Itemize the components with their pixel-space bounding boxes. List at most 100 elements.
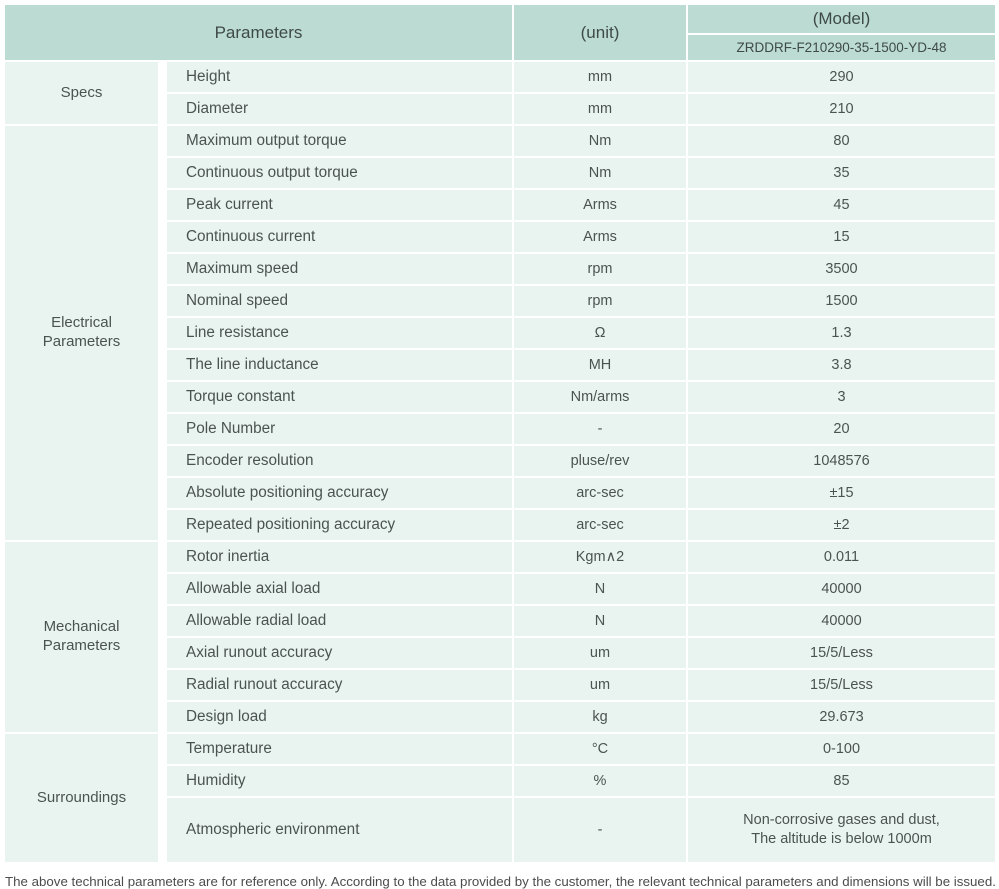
unit-cell: mm bbox=[513, 61, 687, 93]
unit-header: (unit) bbox=[513, 4, 687, 61]
unit-cell: MH bbox=[513, 349, 687, 381]
value-cell: 29.673 bbox=[687, 701, 996, 733]
table-row: Allowable axial load N 40000 bbox=[4, 573, 996, 605]
value-cell: 1048576 bbox=[687, 445, 996, 477]
unit-cell: rpm bbox=[513, 285, 687, 317]
table-row: Line resistance Ω 1.3 bbox=[4, 317, 996, 349]
table-row: Electrical Parameters Maximum output torq… bbox=[4, 125, 996, 541]
param-cell: Diameter bbox=[166, 93, 513, 125]
param-cell: Radial runout accuracy bbox=[166, 669, 513, 701]
param-cell: Axial runout accuracy bbox=[166, 637, 513, 669]
value-cell: 0-100 bbox=[687, 733, 996, 765]
table-body: Specs Height mm 290 Diameter mm 210 Electrical … bbox=[4, 61, 996, 863]
unit-cell: °C bbox=[513, 733, 687, 765]
value-cell: 3 bbox=[687, 381, 996, 413]
unit-cell: N bbox=[513, 605, 687, 637]
param-cell: Peak current bbox=[166, 189, 513, 221]
value-cell: Non-corrosive gases and dust, The altitu… bbox=[687, 797, 996, 863]
unit-cell: N bbox=[513, 573, 687, 605]
param-cell: Humidity bbox=[166, 765, 513, 797]
value-cell: 15 bbox=[687, 221, 996, 253]
param-cell: Encoder resolution bbox=[166, 445, 513, 477]
table-row: Diameter mm 210 bbox=[4, 93, 996, 125]
parameters-header: Parameters bbox=[4, 4, 513, 61]
table-row: Peak current Arms 45 bbox=[4, 189, 996, 221]
table-row: Continuous output torque Nm 35 bbox=[4, 157, 996, 189]
table-row: Allowable radial load N 40000 bbox=[4, 605, 996, 637]
unit-cell: % bbox=[513, 765, 687, 797]
unit-cell: pluse/rev bbox=[513, 445, 687, 477]
value-cell: 15/5/Less bbox=[687, 669, 996, 701]
table-row: Pole Number -20 bbox=[4, 413, 996, 445]
value-cell: 15/5/Less bbox=[687, 637, 996, 669]
group-label: Surroundings bbox=[4, 733, 166, 863]
table-row: Surroundings Temperature °C 0-100 bbox=[4, 733, 996, 863]
table-row: Humidity% 85 bbox=[4, 765, 996, 797]
value-cell: 20 bbox=[687, 413, 996, 445]
unit-cell: Ω bbox=[513, 317, 687, 349]
param-cell: Atmospheric environment bbox=[166, 797, 513, 863]
unit-cell: um bbox=[513, 669, 687, 701]
param-cell: Torque constant bbox=[166, 381, 513, 413]
unit-cell: rpm bbox=[513, 253, 687, 285]
param-cell: Allowable radial load bbox=[166, 605, 513, 637]
unit-cell: arc-sec bbox=[513, 477, 687, 509]
value-cell: 45 bbox=[687, 189, 996, 221]
unit-cell: Nm bbox=[513, 125, 687, 157]
value-cell: 3.8 bbox=[687, 349, 996, 381]
param-cell: Temperature bbox=[166, 733, 513, 765]
unit-cell: - bbox=[513, 797, 687, 863]
table-row: Specs Height mm 290 bbox=[4, 61, 996, 125]
param-cell: Height bbox=[166, 61, 513, 93]
value-cell: 85 bbox=[687, 765, 996, 797]
param-cell: Rotor inertia bbox=[166, 541, 513, 573]
param-cell: Absolute positioning accuracy bbox=[166, 477, 513, 509]
value-cell: ±2 bbox=[687, 509, 996, 541]
group-label: Electrical Parameters bbox=[4, 125, 166, 541]
unit-cell: kg bbox=[513, 701, 687, 733]
unit-cell: arc-sec bbox=[513, 509, 687, 541]
table-row: Mechanical Parameters Rotor inertia Kgm∧2 0… bbox=[4, 541, 996, 733]
group-label: Mechanical Parameters bbox=[4, 541, 166, 733]
table-row: Repeated positioning accuracy arc-sec ±2 bbox=[4, 509, 996, 541]
unit-cell: Arms bbox=[513, 221, 687, 253]
param-cell: The line inductance bbox=[166, 349, 513, 381]
param-cell: Allowable axial load bbox=[166, 573, 513, 605]
param-cell: Repeated positioning accuracy bbox=[166, 509, 513, 541]
param-cell: Line resistance bbox=[166, 317, 513, 349]
table-row: Continuous current Arms 15 bbox=[4, 221, 996, 253]
value-cell: 210 bbox=[687, 93, 996, 125]
unit-cell: mm bbox=[513, 93, 687, 125]
param-cell: Pole Number bbox=[166, 413, 513, 445]
table-row: Atmospheric environment - Non-corrosive ga… bbox=[4, 797, 996, 863]
table-row: Radial runout accuracy um 15/5/Less bbox=[4, 669, 996, 701]
table-row: Absolute positioning accuracy arc-sec ±15 bbox=[4, 477, 996, 509]
unit-cell: um bbox=[513, 637, 687, 669]
group-label: Specs bbox=[4, 61, 166, 125]
param-cell: Maximum output torque bbox=[166, 125, 513, 157]
table-header: Parameters (unit) (Model) ZRDDRF-F210290… bbox=[4, 4, 996, 61]
unit-cell: Nm bbox=[513, 157, 687, 189]
table-row: Encoder resolution pluse/rev 1048576 bbox=[4, 445, 996, 477]
value-cell: 3500 bbox=[687, 253, 996, 285]
param-cell: Nominal speed bbox=[166, 285, 513, 317]
value-cell: 1.3 bbox=[687, 317, 996, 349]
param-cell: Continuous output torque bbox=[166, 157, 513, 189]
unit-cell: Kgm∧2 bbox=[513, 541, 687, 573]
unit-cell: - bbox=[513, 413, 687, 445]
spec-table: Parameters (unit) (Model) ZRDDRF-F210290… bbox=[4, 4, 996, 863]
value-cell: 1500 bbox=[687, 285, 996, 317]
model-number: ZRDDRF-F210290-35-1500-YD-48 bbox=[687, 34, 996, 61]
param-cell: Continuous current bbox=[166, 221, 513, 253]
table-row: Torque constant Nm/arms 3 bbox=[4, 381, 996, 413]
param-cell: Maximum speed bbox=[166, 253, 513, 285]
table-row: Axial runout accuracy um 15/5/Less bbox=[4, 637, 996, 669]
value-cell: ±15 bbox=[687, 477, 996, 509]
param-cell: Design load bbox=[166, 701, 513, 733]
value-cell: 40000 bbox=[687, 573, 996, 605]
value-cell: 0.011 bbox=[687, 541, 996, 573]
value-cell: 290 bbox=[687, 61, 996, 93]
unit-cell: Arms bbox=[513, 189, 687, 221]
value-cell: 35 bbox=[687, 157, 996, 189]
